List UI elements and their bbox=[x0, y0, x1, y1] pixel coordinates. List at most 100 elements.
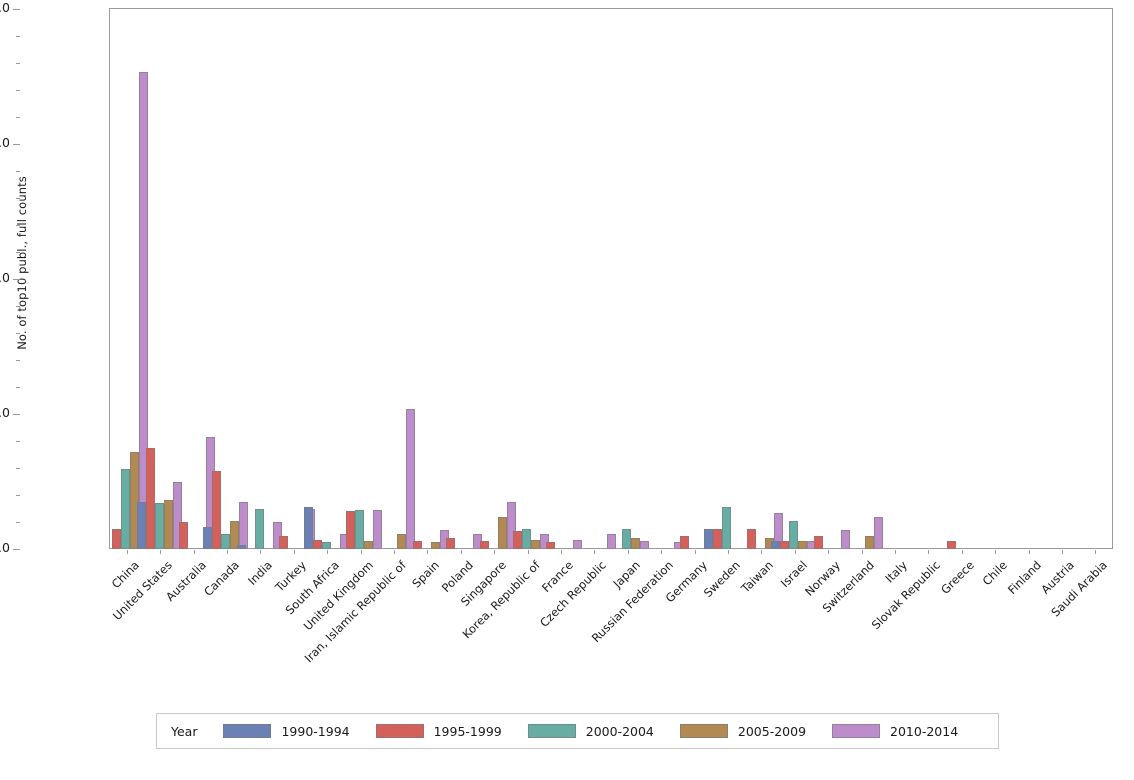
bar-group bbox=[611, 9, 650, 549]
bar bbox=[112, 528, 122, 549]
y-tick-minor bbox=[16, 198, 20, 199]
legend-item-label: 2000-2004 bbox=[585, 723, 654, 739]
bar-group bbox=[511, 9, 549, 549]
bar bbox=[631, 538, 641, 549]
bar bbox=[121, 469, 131, 549]
bar bbox=[430, 542, 440, 549]
legend-item-label: 1990-1994 bbox=[281, 723, 350, 739]
y-axis-tick-label: 30.0 bbox=[0, 135, 10, 150]
legend-swatch-icon bbox=[679, 724, 728, 738]
bar bbox=[798, 540, 808, 549]
x-tick bbox=[226, 550, 228, 554]
x-tick bbox=[193, 550, 195, 554]
x-tick bbox=[1095, 550, 1097, 554]
x-tick bbox=[961, 550, 963, 554]
x-tick bbox=[427, 550, 429, 554]
bar bbox=[622, 528, 632, 549]
x-tick bbox=[494, 550, 496, 554]
x-tick bbox=[861, 550, 863, 554]
bar bbox=[679, 535, 689, 549]
x-tick bbox=[828, 550, 830, 554]
x-tick bbox=[126, 550, 128, 554]
bar-group bbox=[136, 9, 182, 549]
legend-swatch-icon bbox=[375, 724, 424, 738]
y-tick-minor bbox=[16, 333, 20, 334]
bar-group bbox=[110, 9, 149, 549]
bar bbox=[771, 540, 781, 549]
bar-group bbox=[771, 9, 817, 549]
bar-group bbox=[811, 9, 850, 549]
bar-group bbox=[878, 9, 911, 549]
bar-group bbox=[411, 9, 449, 549]
legend-item-label: 2010-2014 bbox=[890, 723, 959, 739]
x-tick bbox=[293, 550, 295, 554]
x-tick bbox=[928, 550, 930, 554]
bar-group bbox=[978, 9, 1011, 549]
bar-group bbox=[945, 9, 978, 549]
y-axis-title: No. of top10 publ., full counts bbox=[15, 176, 29, 350]
x-tick bbox=[694, 550, 696, 554]
y-tick-minor bbox=[16, 495, 20, 496]
x-tick bbox=[761, 550, 763, 554]
bar-group bbox=[303, 9, 349, 549]
y-tick-minor bbox=[16, 117, 20, 118]
bar-group bbox=[236, 9, 282, 549]
x-tick bbox=[160, 550, 162, 554]
bar-group bbox=[578, 9, 616, 549]
bar bbox=[397, 534, 407, 549]
bar bbox=[412, 540, 422, 549]
legend-item[interactable]: 1990-1994 bbox=[223, 723, 350, 739]
legend-title: Year bbox=[171, 723, 198, 739]
y-tick-minor bbox=[16, 171, 20, 172]
bar-group bbox=[203, 9, 249, 549]
x-tick bbox=[393, 550, 395, 554]
x-tick bbox=[627, 550, 629, 554]
bar-group bbox=[344, 9, 382, 549]
legend-item[interactable]: 2000-2004 bbox=[527, 723, 654, 739]
bar bbox=[363, 540, 373, 549]
bar bbox=[345, 511, 355, 549]
y-axis-tick-label: 20.0 bbox=[0, 270, 10, 285]
x-tick bbox=[727, 550, 729, 554]
bar bbox=[312, 539, 322, 549]
y-tick-major bbox=[13, 9, 20, 10]
bar bbox=[780, 540, 790, 549]
bar bbox=[746, 528, 756, 549]
bar bbox=[236, 544, 246, 549]
legend-item[interactable]: 2010-2014 bbox=[832, 724, 958, 739]
bar bbox=[354, 509, 364, 549]
bar bbox=[163, 500, 173, 549]
bar bbox=[539, 534, 549, 549]
bar-group bbox=[1079, 9, 1112, 549]
bar bbox=[321, 542, 331, 549]
x-tick bbox=[794, 550, 796, 554]
legend-item-label: 1995-1999 bbox=[433, 723, 502, 739]
y-tick-major bbox=[13, 414, 20, 415]
x-tick bbox=[661, 550, 663, 554]
bar bbox=[546, 542, 556, 549]
y-tick-minor bbox=[16, 252, 20, 253]
bar-group bbox=[704, 9, 744, 549]
y-tick-minor bbox=[16, 387, 20, 388]
bar bbox=[640, 540, 650, 549]
bar-group bbox=[745, 9, 783, 549]
legend-swatch-icon bbox=[223, 724, 272, 738]
bar bbox=[154, 503, 164, 549]
legend-item[interactable]: 2005-2009 bbox=[679, 724, 806, 739]
bar bbox=[497, 516, 507, 549]
y-tick-major bbox=[13, 549, 20, 550]
legend-items: 1990-1994 1995-1999 2000-2004 2005-2009 2010… bbox=[223, 724, 984, 739]
legend-swatch-icon bbox=[527, 724, 576, 738]
bar-group bbox=[444, 9, 483, 549]
bar bbox=[864, 535, 874, 549]
x-tick bbox=[894, 550, 896, 554]
bar bbox=[873, 516, 883, 549]
bar bbox=[606, 534, 616, 549]
y-tick-minor bbox=[16, 63, 20, 64]
bar bbox=[130, 451, 140, 549]
bar-group bbox=[1045, 9, 1078, 549]
legend-item[interactable]: 1995-1999 bbox=[375, 723, 502, 739]
bar bbox=[530, 539, 540, 549]
bar bbox=[212, 470, 222, 549]
y-tick-minor bbox=[16, 522, 20, 523]
